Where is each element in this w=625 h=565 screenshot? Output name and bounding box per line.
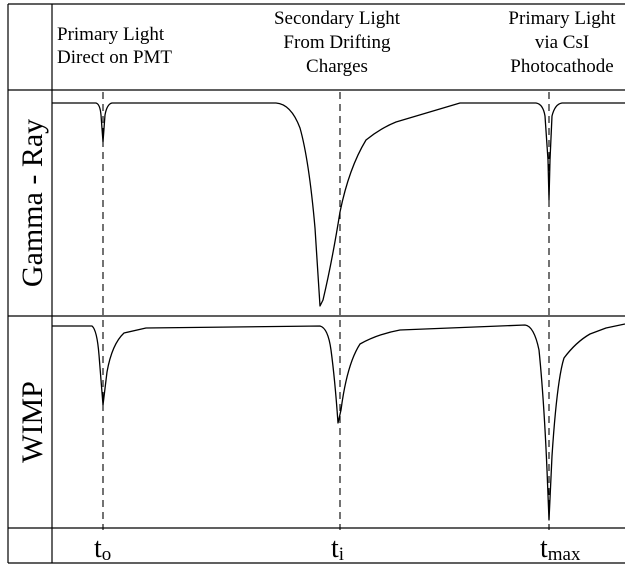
wimp-signal-trace bbox=[52, 323, 625, 521]
header-secondary-light: Secondary Light From Drifting Charges bbox=[274, 8, 401, 77]
header-col2-line1: Secondary Light bbox=[274, 8, 401, 29]
header-col1-line2: Direct on PMT bbox=[57, 47, 172, 68]
time-label-tmax: tmax bbox=[540, 533, 581, 565]
row-label-gamma-ray: Gamma - Ray bbox=[16, 119, 49, 287]
header-primary-light-csi: Primary Light via CsI Photocathode bbox=[508, 8, 616, 77]
header-col3-line3: Photocathode bbox=[510, 56, 613, 77]
header-col3-line2: via CsI bbox=[535, 32, 589, 53]
header-col2-line3: Charges bbox=[306, 56, 368, 77]
header-col3-line1: Primary Light bbox=[508, 8, 616, 29]
header-col1-line1: Primary Light bbox=[57, 24, 165, 45]
diagram-frame bbox=[7, 3, 625, 564]
time-label-t0: to bbox=[94, 533, 111, 565]
header-col2-line2: From Drifting bbox=[283, 32, 391, 53]
time-label-ti: ti bbox=[331, 533, 344, 565]
header-primary-light-direct: Primary Light Direct on PMT bbox=[57, 24, 172, 68]
row-label-wimp: WIMP bbox=[16, 381, 49, 463]
gamma-ray-signal-trace bbox=[52, 102, 625, 307]
